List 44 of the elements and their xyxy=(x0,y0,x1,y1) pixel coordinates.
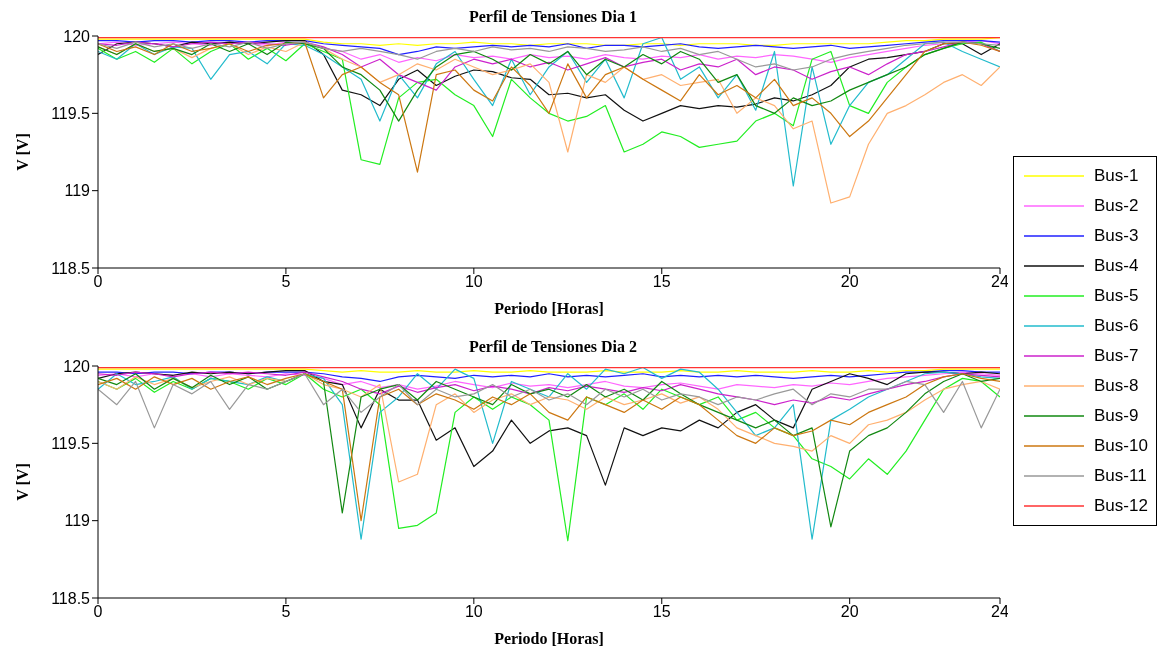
x-tick-label: 15 xyxy=(652,603,671,621)
legend-label: Bus-8 xyxy=(1094,376,1139,396)
x-tick-label: 5 xyxy=(281,273,291,291)
legend-label: Bus-12 xyxy=(1094,496,1148,516)
legend-label: Bus-10 xyxy=(1094,436,1148,456)
x-tick-label: 0 xyxy=(93,603,103,621)
y-tick-label: 118.5 xyxy=(51,259,91,277)
y-tick-label: 120 xyxy=(63,357,91,375)
legend-label: Bus-2 xyxy=(1094,196,1139,216)
x-tick-label: 20 xyxy=(840,603,859,621)
x-tick-label: 24 xyxy=(991,273,1009,291)
legend-label: Bus-5 xyxy=(1094,286,1139,306)
y-tick-label: 119.5 xyxy=(51,435,91,453)
y-tick-label: 118.5 xyxy=(51,589,91,607)
legend-label: Bus-6 xyxy=(1094,316,1139,336)
line-series xyxy=(98,371,1000,406)
line-series xyxy=(98,41,1000,71)
y-tick-label: 119 xyxy=(64,182,91,200)
y-tick-label: 119.5 xyxy=(51,105,91,123)
legend-label: Bus-3 xyxy=(1094,226,1139,246)
line-series xyxy=(98,40,1000,56)
chart-title: Perfil de Tensiones Dia 1 xyxy=(468,8,638,27)
x-tick-label: 10 xyxy=(464,603,483,621)
x-tick-label: 5 xyxy=(281,603,291,621)
x-axis-title: Periodo [Horas] xyxy=(494,300,604,317)
legend-label: Bus-9 xyxy=(1094,406,1139,426)
x-tick-label: 0 xyxy=(93,273,103,291)
x-tick-label: 20 xyxy=(840,273,859,291)
x-tick-label: 15 xyxy=(652,273,671,291)
legend-label: Bus-4 xyxy=(1094,256,1139,276)
x-tick-label: 24 xyxy=(991,603,1009,621)
line-series xyxy=(98,371,1000,390)
line-series xyxy=(98,373,1000,429)
legend-label: Bus-11 xyxy=(1094,466,1147,486)
y-axis-title: V [V] xyxy=(13,463,31,501)
y-tick-label: 119 xyxy=(64,512,91,530)
y-axis-title: V [V] xyxy=(13,133,31,171)
chart-title: Perfil de Tensiones Dia 2 xyxy=(468,338,638,357)
x-axis-title: Periodo [Horas] xyxy=(494,630,604,647)
y-tick-label: 120 xyxy=(63,27,91,45)
legend-label: Bus-1 xyxy=(1094,166,1139,186)
x-tick-label: 10 xyxy=(464,273,483,291)
line-series xyxy=(98,41,1000,91)
legend-label: Bus-7 xyxy=(1094,346,1139,366)
